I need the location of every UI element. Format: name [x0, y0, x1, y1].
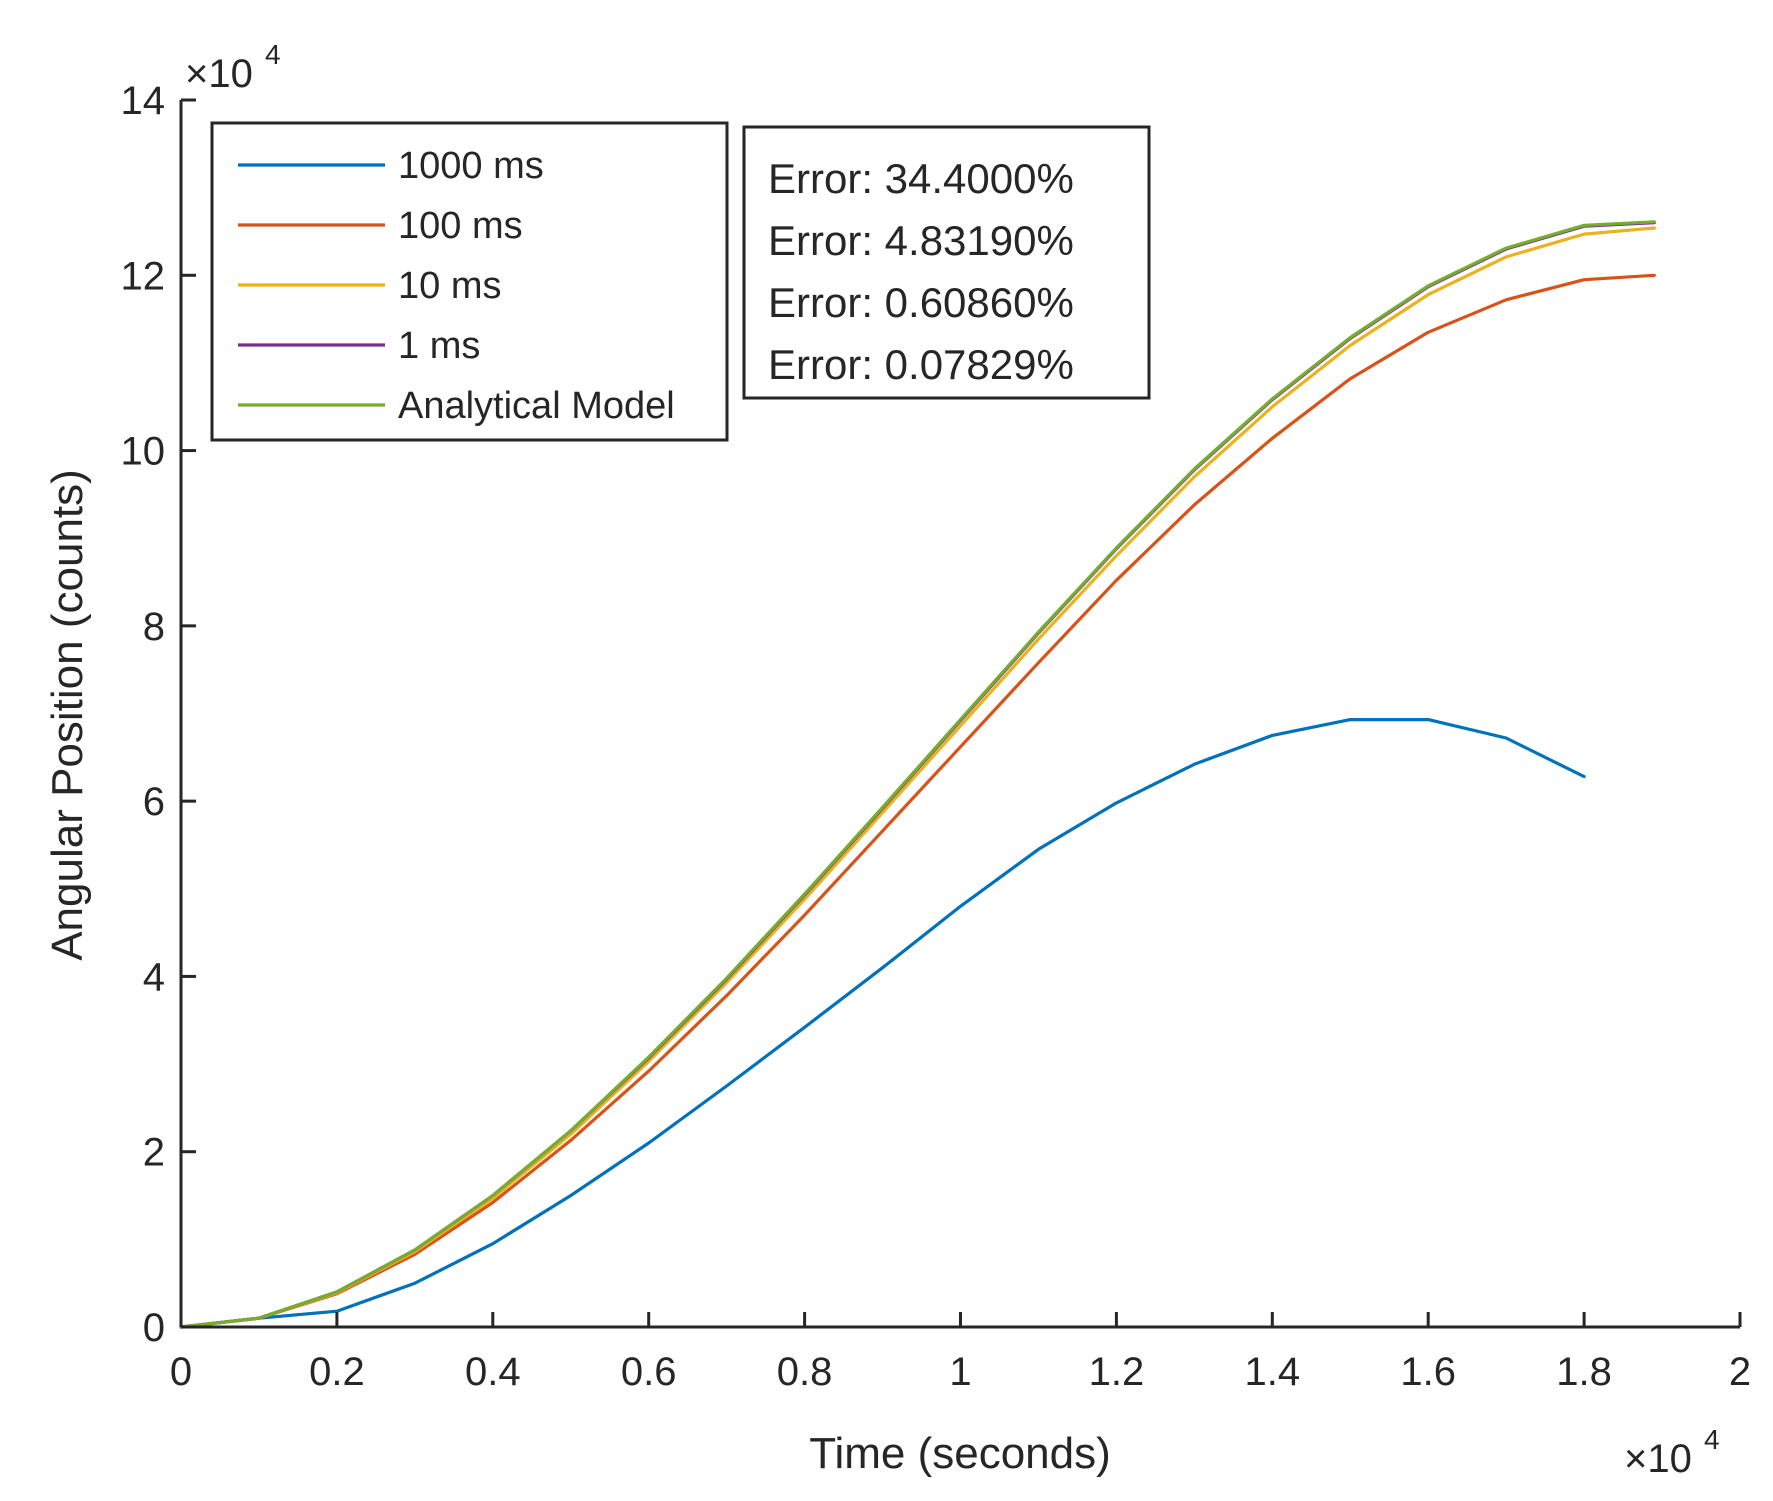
x-tick-label: 1.4 [1244, 1350, 1300, 1394]
x-multiplier-base: ×10 [1624, 1437, 1692, 1481]
x-tick-label: 0.4 [465, 1350, 521, 1394]
series-line-1000-ms [179, 717, 1586, 1329]
y-axis-title: Angular Position (counts) [43, 469, 92, 961]
y-ticks: 0 2 4 6 8 10 12 14 [121, 79, 196, 1350]
legend-label: Analytical Model [398, 385, 675, 427]
x-tick-label: 0.2 [309, 1350, 365, 1394]
legend: 1000 ms 100 ms 10 ms 1 ms Analytical Model [210, 121, 729, 442]
series-line-analytical-model [179, 220, 1656, 1329]
plot-lines [179, 220, 1656, 1329]
error-annotation-line: Error: 4.83190% [768, 217, 1074, 264]
x-tick-label: 0.6 [621, 1350, 677, 1394]
x-tick-label: 1.2 [1089, 1350, 1145, 1394]
y-tick-label: 2 [143, 1131, 165, 1175]
legend-label: 100 ms [398, 205, 523, 247]
series-line-100-ms [179, 273, 1656, 1329]
legend-label: 1 ms [398, 325, 480, 367]
y-tick-label: 14 [121, 79, 166, 123]
x-tick-label: 0 [170, 1350, 192, 1394]
x-ticks: 0 0.2 0.4 0.6 0.8 1 1.2 1.4 1.6 1.8 2 [170, 1312, 1751, 1394]
y-tick-label: 10 [121, 430, 166, 474]
y-tick-label: 4 [143, 955, 165, 999]
x-tick-label: 1 [949, 1350, 971, 1394]
legend-label: 10 ms [398, 265, 501, 307]
error-annotation-line: Error: 0.07829% [768, 341, 1074, 388]
x-axis-title: Time (seconds) [809, 1429, 1111, 1478]
x-tick-label: 0.8 [777, 1350, 833, 1394]
y-tick-label: 6 [143, 780, 165, 824]
error-annotation-line: Error: 0.60860% [768, 279, 1074, 326]
legend-label: 1000 ms [398, 145, 544, 187]
x-tick-label: 1.6 [1400, 1350, 1456, 1394]
legend-box [210, 121, 729, 442]
y-multiplier: ×10 4 [185, 39, 281, 96]
y-tick-label: 12 [121, 254, 166, 298]
annotation-box [742, 125, 1151, 400]
x-tick-label: 2 [1729, 1350, 1751, 1394]
y-tick-label: 0 [143, 1306, 165, 1350]
y-tick-label: 8 [143, 605, 165, 649]
x-multiplier-exponent: 4 [1704, 1424, 1720, 1455]
error-annotation: Error: 34.4000% Error: 4.83190% Error: 0.6… [742, 125, 1151, 400]
y-multiplier-base: ×10 [185, 52, 253, 96]
x-multiplier: ×10 4 [1624, 1424, 1720, 1481]
error-annotation-line: Error: 34.4000% [768, 155, 1074, 202]
y-multiplier-exponent: 4 [265, 39, 281, 70]
x-tick-label: 1.8 [1556, 1350, 1612, 1394]
